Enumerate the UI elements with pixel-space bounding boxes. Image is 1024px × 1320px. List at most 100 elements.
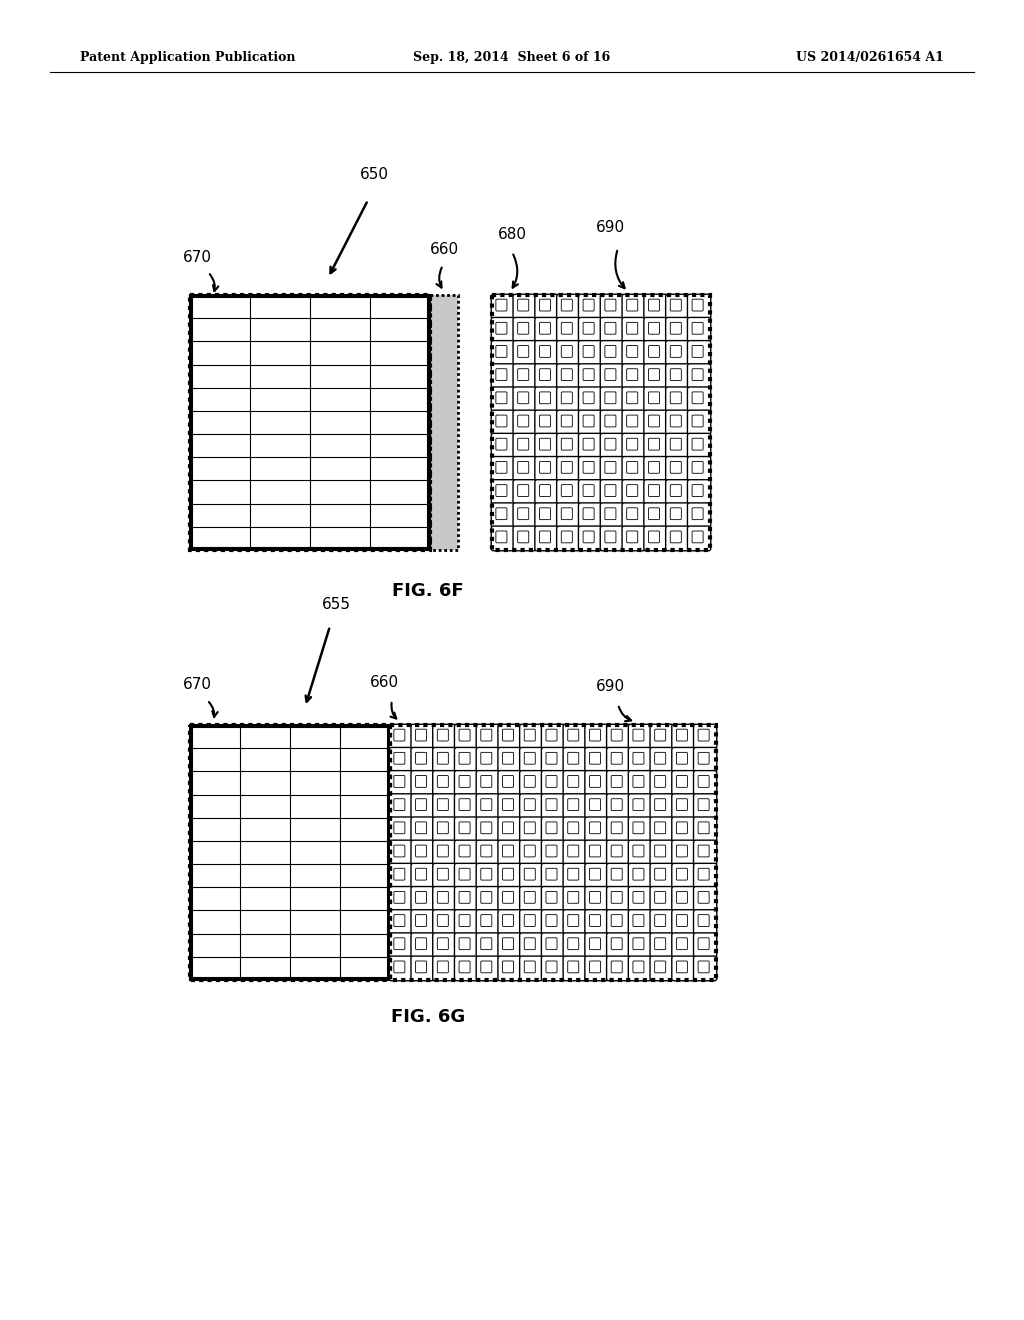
- FancyBboxPatch shape: [600, 294, 624, 319]
- FancyBboxPatch shape: [698, 845, 710, 857]
- FancyBboxPatch shape: [524, 845, 536, 857]
- FancyBboxPatch shape: [644, 364, 668, 388]
- FancyBboxPatch shape: [540, 368, 551, 380]
- FancyBboxPatch shape: [677, 961, 687, 973]
- FancyBboxPatch shape: [561, 368, 572, 380]
- Bar: [390, 725, 716, 979]
- FancyBboxPatch shape: [524, 937, 536, 949]
- FancyBboxPatch shape: [433, 817, 456, 842]
- FancyBboxPatch shape: [606, 817, 630, 842]
- FancyBboxPatch shape: [437, 915, 449, 927]
- FancyBboxPatch shape: [498, 840, 521, 865]
- FancyBboxPatch shape: [459, 845, 470, 857]
- FancyBboxPatch shape: [633, 776, 644, 787]
- FancyBboxPatch shape: [433, 840, 456, 865]
- FancyBboxPatch shape: [622, 294, 645, 319]
- FancyBboxPatch shape: [492, 341, 514, 366]
- FancyBboxPatch shape: [698, 822, 710, 834]
- FancyBboxPatch shape: [542, 933, 564, 957]
- FancyBboxPatch shape: [546, 845, 557, 857]
- FancyBboxPatch shape: [605, 484, 615, 496]
- FancyBboxPatch shape: [672, 725, 695, 748]
- FancyBboxPatch shape: [394, 937, 404, 949]
- FancyBboxPatch shape: [540, 531, 551, 543]
- FancyBboxPatch shape: [496, 484, 507, 496]
- FancyBboxPatch shape: [687, 457, 711, 482]
- FancyBboxPatch shape: [411, 909, 434, 935]
- FancyBboxPatch shape: [455, 909, 477, 935]
- FancyBboxPatch shape: [698, 776, 710, 787]
- FancyBboxPatch shape: [503, 752, 513, 764]
- FancyBboxPatch shape: [611, 822, 623, 834]
- FancyBboxPatch shape: [671, 392, 681, 404]
- FancyBboxPatch shape: [455, 840, 477, 865]
- FancyBboxPatch shape: [503, 729, 513, 741]
- FancyBboxPatch shape: [644, 341, 668, 366]
- FancyBboxPatch shape: [644, 294, 668, 319]
- FancyBboxPatch shape: [433, 956, 456, 981]
- FancyBboxPatch shape: [519, 956, 543, 981]
- FancyBboxPatch shape: [650, 956, 674, 981]
- FancyBboxPatch shape: [692, 392, 703, 404]
- FancyBboxPatch shape: [542, 747, 564, 772]
- FancyBboxPatch shape: [633, 891, 644, 903]
- FancyBboxPatch shape: [459, 869, 470, 880]
- FancyBboxPatch shape: [648, 346, 659, 358]
- FancyBboxPatch shape: [524, 822, 536, 834]
- FancyBboxPatch shape: [605, 368, 615, 380]
- FancyBboxPatch shape: [513, 341, 537, 366]
- FancyBboxPatch shape: [648, 484, 659, 496]
- Text: Sep. 18, 2014  Sheet 6 of 16: Sep. 18, 2014 Sheet 6 of 16: [414, 51, 610, 65]
- FancyBboxPatch shape: [476, 909, 500, 935]
- FancyBboxPatch shape: [540, 508, 551, 520]
- FancyBboxPatch shape: [600, 387, 624, 412]
- FancyBboxPatch shape: [579, 503, 602, 528]
- FancyBboxPatch shape: [672, 840, 695, 865]
- FancyBboxPatch shape: [666, 411, 689, 434]
- FancyBboxPatch shape: [627, 392, 638, 404]
- FancyBboxPatch shape: [411, 863, 434, 888]
- FancyBboxPatch shape: [693, 840, 717, 865]
- FancyBboxPatch shape: [654, 729, 666, 741]
- FancyBboxPatch shape: [606, 956, 630, 981]
- FancyBboxPatch shape: [611, 799, 623, 810]
- FancyBboxPatch shape: [389, 817, 413, 842]
- FancyBboxPatch shape: [519, 725, 543, 748]
- FancyBboxPatch shape: [563, 956, 587, 981]
- Bar: [430, 294, 458, 550]
- FancyBboxPatch shape: [611, 961, 623, 973]
- FancyBboxPatch shape: [513, 433, 537, 458]
- FancyBboxPatch shape: [433, 863, 456, 888]
- FancyBboxPatch shape: [654, 776, 666, 787]
- FancyBboxPatch shape: [518, 438, 528, 450]
- FancyBboxPatch shape: [557, 364, 580, 388]
- FancyBboxPatch shape: [492, 479, 514, 504]
- FancyBboxPatch shape: [677, 776, 687, 787]
- FancyBboxPatch shape: [583, 300, 594, 312]
- FancyBboxPatch shape: [627, 368, 638, 380]
- FancyBboxPatch shape: [503, 937, 513, 949]
- FancyBboxPatch shape: [579, 364, 602, 388]
- FancyBboxPatch shape: [627, 484, 638, 496]
- FancyBboxPatch shape: [437, 799, 449, 810]
- FancyBboxPatch shape: [605, 438, 615, 450]
- FancyBboxPatch shape: [650, 793, 674, 818]
- FancyBboxPatch shape: [583, 438, 594, 450]
- FancyBboxPatch shape: [476, 725, 500, 748]
- FancyBboxPatch shape: [606, 771, 630, 795]
- FancyBboxPatch shape: [677, 799, 687, 810]
- FancyBboxPatch shape: [496, 438, 507, 450]
- FancyBboxPatch shape: [567, 799, 579, 810]
- FancyBboxPatch shape: [476, 863, 500, 888]
- FancyBboxPatch shape: [496, 322, 507, 334]
- FancyBboxPatch shape: [585, 887, 608, 911]
- FancyBboxPatch shape: [671, 508, 681, 520]
- FancyBboxPatch shape: [666, 294, 689, 319]
- FancyBboxPatch shape: [557, 411, 580, 434]
- FancyBboxPatch shape: [481, 891, 492, 903]
- FancyBboxPatch shape: [622, 433, 645, 458]
- FancyBboxPatch shape: [590, 845, 600, 857]
- FancyBboxPatch shape: [633, 729, 644, 741]
- FancyBboxPatch shape: [687, 317, 711, 342]
- FancyBboxPatch shape: [496, 392, 507, 404]
